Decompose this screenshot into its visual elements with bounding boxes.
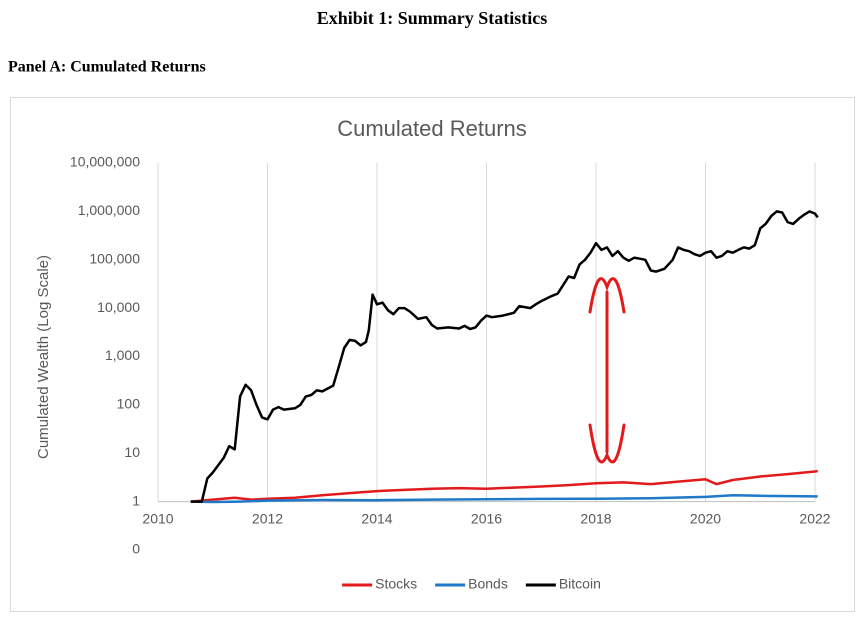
x-tick-label: 2020 bbox=[690, 510, 721, 526]
legend: Stocks Bonds Bitcoin bbox=[342, 576, 601, 592]
y-tick-label: 0 bbox=[132, 541, 140, 557]
series-line bbox=[190, 469, 818, 503]
annotation-arrow bbox=[588, 277, 626, 464]
x-tick-label: 2022 bbox=[799, 510, 830, 526]
series-line bbox=[190, 494, 818, 504]
x-tick-label: 2010 bbox=[142, 510, 173, 526]
y-tick-label: 10 bbox=[124, 444, 140, 460]
chart-frame bbox=[10, 97, 855, 612]
x-tick-label: 2018 bbox=[580, 510, 611, 526]
panel-title: Panel A: Cumulated Returns bbox=[8, 59, 206, 76]
x-tick-label: 2016 bbox=[471, 510, 502, 526]
plot: 0 1 10 100 1,000 10,000 100,000 1,000,000 10,000… bbox=[70, 154, 831, 592]
y-tick-label: 1,000,000 bbox=[78, 202, 140, 218]
exhibit-title: Exhibit 1: Summary Statistics bbox=[317, 8, 548, 28]
y-tick-label: 100,000 bbox=[89, 250, 140, 266]
chart-title: Cumulated Returns bbox=[337, 116, 527, 141]
y-tick-label: 10,000,000 bbox=[70, 154, 140, 170]
legend-label: Bitcoin bbox=[559, 576, 601, 592]
y-tick-label: 1,000 bbox=[105, 347, 140, 363]
legend-label: Stocks bbox=[375, 576, 417, 592]
x-tick-label: 2012 bbox=[252, 510, 283, 526]
y-tick-label: 10,000 bbox=[97, 299, 140, 315]
y-tick-label: 1 bbox=[132, 492, 140, 508]
series-line bbox=[190, 210, 819, 503]
y-axis-label: Cumulated Wealth (Log Scale) bbox=[35, 255, 52, 459]
x-tick-label: 2014 bbox=[361, 510, 392, 526]
y-tick-label: 100 bbox=[117, 396, 141, 412]
legend-label: Bonds bbox=[468, 576, 508, 592]
